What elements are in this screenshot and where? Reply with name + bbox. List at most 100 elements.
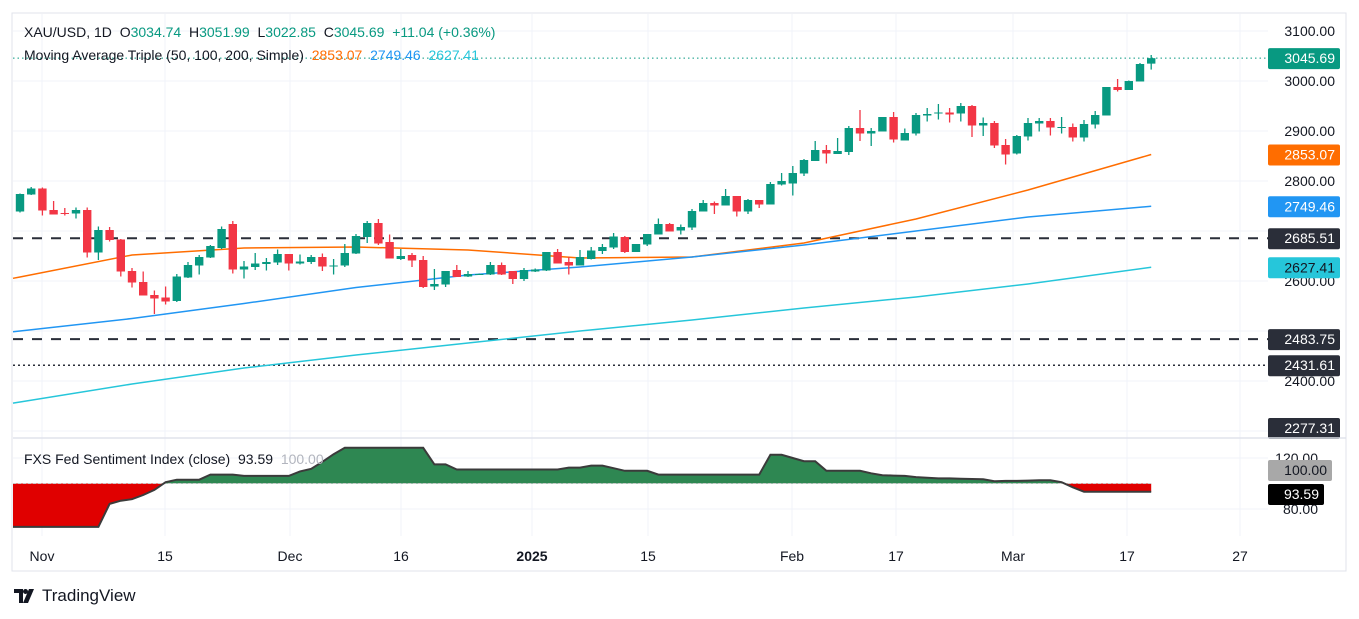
candle	[710, 201, 719, 214]
grid	[13, 14, 1268, 536]
candle-body	[161, 297, 170, 302]
candle	[676, 224, 685, 235]
close-value: 3045.69	[333, 24, 385, 40]
candle-body	[1113, 87, 1122, 90]
candle-body	[407, 255, 417, 261]
candle	[990, 121, 999, 148]
symbol-title[interactable]: XAU/USD, 1D	[24, 24, 112, 40]
candle-body	[631, 244, 641, 252]
candle	[519, 268, 529, 281]
candle-body	[956, 106, 965, 114]
level-label-bg	[1268, 228, 1340, 250]
candle	[833, 138, 842, 154]
candle	[542, 252, 551, 271]
candle-body	[463, 274, 473, 277]
candle	[15, 193, 25, 213]
candle	[1001, 139, 1010, 165]
change-value: +11.04 (+0.36%)	[392, 24, 496, 40]
ma50-label-bg	[1268, 144, 1340, 166]
candle	[743, 199, 753, 214]
candle-body	[923, 114, 932, 116]
ma-legend: Moving Average Triple (50, 100, 200, Sim…	[24, 47, 479, 63]
candle	[251, 253, 260, 270]
candle-body	[766, 184, 775, 205]
candle-body	[1035, 121, 1044, 124]
chart-frame	[11, 12, 1347, 572]
candle-body	[430, 284, 439, 287]
candle	[620, 236, 629, 253]
candle	[195, 255, 204, 275]
low-label: L	[257, 24, 266, 40]
candle	[351, 234, 361, 254]
sentiment-line	[13, 446, 1152, 528]
ma-label[interactable]: Moving Average Triple (50, 100, 200, Sim…	[24, 47, 304, 63]
candle	[1012, 135, 1021, 155]
price-axis[interactable]: 3100.003000.002900.002800.002600.002400.…	[1268, 23, 1340, 517]
candle	[878, 117, 887, 132]
candle-body	[1079, 124, 1089, 138]
candle-body	[587, 250, 596, 259]
sentiment-last-label-bg	[1268, 484, 1324, 505]
candle	[1147, 55, 1156, 70]
candle-body	[295, 261, 305, 264]
candle-body	[990, 123, 999, 146]
candle	[1046, 118, 1055, 136]
time-tick-label: 15	[157, 548, 173, 564]
candle-body	[1023, 123, 1033, 137]
candle-body	[183, 265, 193, 278]
candle	[329, 259, 338, 275]
candle-body	[251, 263, 260, 267]
candle	[531, 268, 540, 272]
last-price-label-text: 3045.69	[1284, 50, 1335, 66]
candle	[811, 141, 820, 161]
candle-body	[911, 115, 921, 134]
candle-body	[284, 254, 293, 264]
indicator-value: 93.59	[237, 451, 274, 467]
candle-body	[1102, 87, 1111, 116]
candle	[475, 273, 484, 275]
tradingview-logo-icon	[14, 589, 34, 603]
candle-body	[598, 247, 607, 251]
candle	[497, 262, 506, 275]
level-label-bg	[1268, 355, 1340, 377]
horizontal-levels	[13, 57, 1268, 366]
candle	[1068, 123, 1077, 142]
open-value: 3034.74	[130, 24, 182, 40]
price-tick-label: 3000.00	[1284, 73, 1335, 89]
candle-body	[609, 236, 618, 248]
time-axis[interactable]: Nov 15 Dec 16 2025 15 Feb 17 Mar 17 27	[30, 548, 1248, 564]
candle-body	[620, 237, 629, 252]
candle-body	[799, 160, 809, 174]
tradingview-logo[interactable]: TradingView	[14, 586, 136, 606]
indicator-label[interactable]: FXS Fed Sentiment Index (close)	[24, 451, 231, 467]
candle	[150, 290, 159, 314]
candle	[911, 113, 921, 136]
ma-line-2	[12, 266, 1152, 404]
candle-body	[15, 194, 25, 212]
level-label: 2483.75	[1268, 329, 1340, 351]
candle	[1023, 118, 1033, 141]
candle-body	[721, 196, 730, 206]
sentiment-baseline-label-bg	[1268, 460, 1332, 481]
candle-body	[105, 230, 114, 240]
level-label: 2277.31	[1268, 418, 1340, 439]
candle-body	[71, 210, 81, 214]
candle-body	[867, 131, 876, 134]
candle-body	[1124, 81, 1133, 90]
last-price-label-bg	[1268, 48, 1340, 70]
candle	[867, 128, 876, 146]
candle	[295, 254, 305, 265]
ma50-label: 2853.07	[1268, 144, 1340, 166]
level-label-text: 2277.31	[1284, 420, 1335, 436]
candle-body	[38, 188, 47, 211]
candle-body	[385, 242, 394, 259]
time-tick-label: 15	[640, 548, 656, 564]
candle-body	[945, 112, 954, 115]
ma100-value: 2749.46	[370, 47, 421, 63]
candle-body	[497, 265, 506, 275]
candle	[71, 207, 81, 219]
candle-body	[1046, 121, 1055, 128]
candle-body	[419, 260, 428, 287]
candle	[766, 182, 775, 205]
